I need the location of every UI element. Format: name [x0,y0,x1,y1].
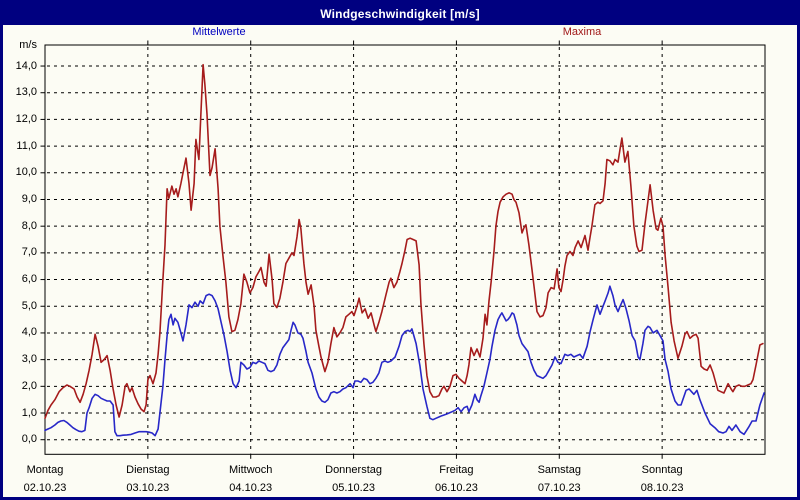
y-axis-unit-label: m/s [19,39,37,51]
legend-mittelwerte-label: Mittelwerte [192,26,246,38]
day-name-label: Dienstag [126,464,170,476]
day-name-label: Sonntag [641,464,683,476]
chart-title: Windgeschwindigkeit [m/s] [320,7,480,21]
day-date-label: 06.10.23 [435,482,478,494]
day-date-label: 04.10.23 [229,482,273,494]
day-date-label: 07.10.23 [537,482,581,494]
mittelwerte-series-line [44,285,765,437]
y-axis-tick-label: 1,0 [21,406,37,419]
y-axis-tick-label: 10,0 [15,166,37,179]
title-bar: Windgeschwindigkeit [m/s] [3,3,797,25]
y-axis-tick-label: 2,0 [21,379,37,392]
y-axis-tick-label: 9,0 [21,192,37,205]
y-axis-tick-label: 8,0 [21,219,37,232]
y-axis-tick-label: 4,0 [21,326,37,339]
day-name-label: Donnerstag [325,464,382,476]
chart-canvas [40,40,766,459]
day-name-label: Mittwoch [229,464,273,476]
day-name-label: Samstag [537,464,581,476]
y-axis-tick-label: 11,0 [16,139,37,152]
day-date-label: 03.10.23 [126,482,170,494]
day-date-label: 05.10.23 [332,482,375,494]
y-axis-tick-label: 3,0 [21,353,37,366]
y-axis-tick-label: 5,0 [21,299,37,312]
y-axis-tick-label: 7,0 [21,246,37,259]
maxima-series-line [44,63,764,420]
legend-maxima-label: Maxima [562,26,602,38]
y-axis-tick-label: 14,0 [15,59,37,72]
y-axis-tick-label: 6,0 [21,273,37,286]
day-date-label: 02.10.23 [23,482,67,494]
y-axis-tick-label: 0,0 [21,433,37,446]
y-axis-tick-label: 13,0 [15,86,37,99]
y-axis-tick-label: 12,0 [15,112,37,125]
day-date-label: 08.10.23 [640,482,684,494]
day-name-label: Montag [26,464,64,476]
day-name-label: Freitag [439,464,474,476]
